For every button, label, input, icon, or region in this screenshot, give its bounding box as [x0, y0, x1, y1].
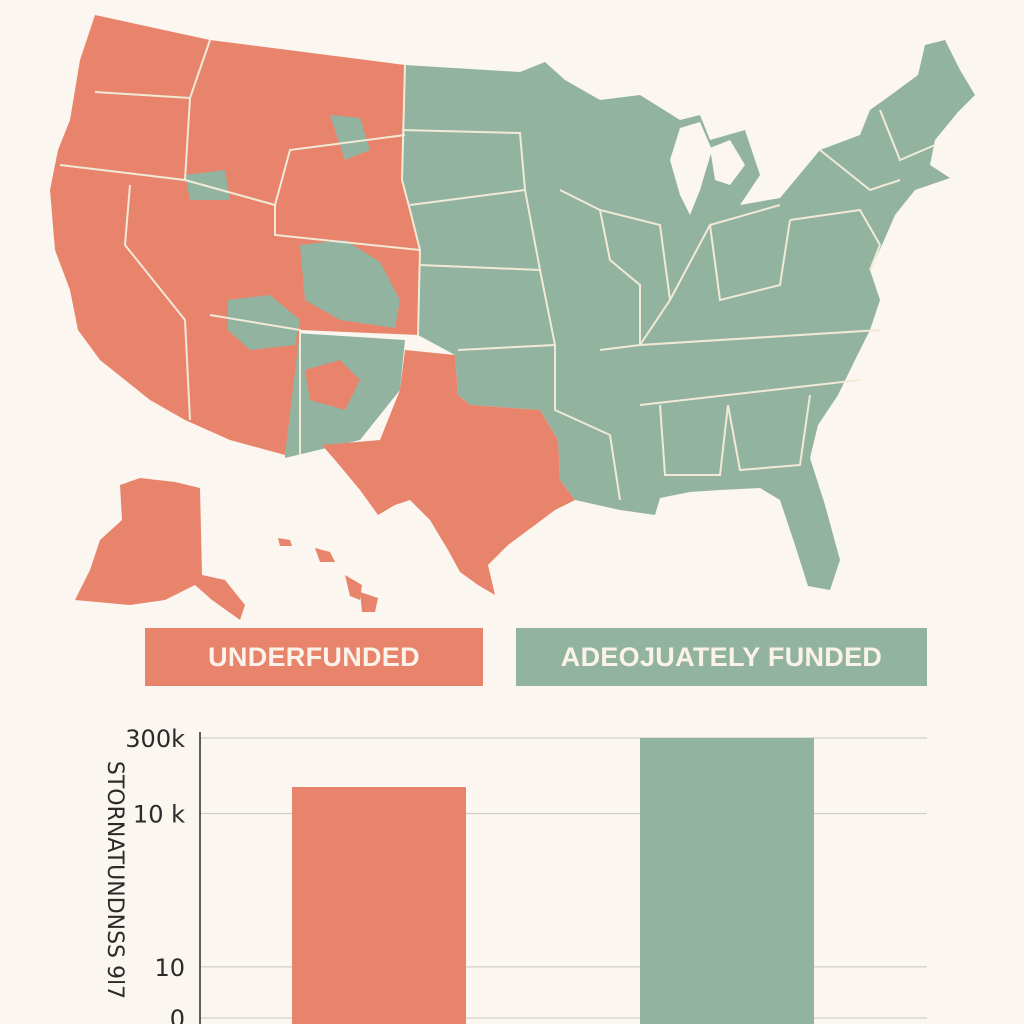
map-border-17 [639, 379, 861, 406]
map-border-20 [789, 208, 882, 271]
map-lake-michigan [670, 122, 712, 215]
y-tick-label-0: 0 [170, 1005, 185, 1024]
y-tick-label-2: 10 k [133, 801, 185, 829]
map-alaska [75, 478, 245, 620]
map-patch-3 [185, 170, 230, 200]
map-border-13 [599, 209, 672, 346]
map-hawaii-3 [345, 575, 362, 600]
map-region-underfunded-west [50, 15, 420, 455]
y-axis-label: STORNATUNDNSS 9l7 [102, 761, 127, 999]
map-border-7 [400, 64, 422, 336]
map-border-16 [709, 219, 791, 302]
map-patch-5 [305, 360, 360, 410]
y-tick-label-1: 10 [154, 954, 185, 982]
map-patch-4 [228, 295, 300, 350]
map-region-adequate [402, 40, 975, 590]
map-border-18 [659, 404, 729, 476]
map-border-8 [401, 129, 527, 206]
bar-adequately-funded [640, 738, 814, 1024]
map-border-11 [554, 345, 621, 501]
map-lake-huron [710, 140, 745, 185]
us-funding-map [50, 15, 975, 620]
legend-adequately-funded-label: ADEOJUATELY FUNDED [560, 641, 883, 672]
funding-bar-chart: 0 10 10 k 300k STORNATUNDNSS 9l7 [102, 725, 927, 1024]
map-border-14 [639, 329, 881, 346]
map-hawaii-4 [360, 592, 378, 612]
legend-underfunded-label: UNDERFUNDED [208, 641, 420, 672]
map-patch-2 [330, 115, 370, 160]
map-border-3 [123, 184, 191, 421]
legend-adequately-funded: ADEOJUATELY FUNDED [516, 628, 927, 686]
bar-underfunded [292, 787, 466, 1024]
map-border-21 [819, 149, 901, 192]
map-patch-1 [300, 240, 400, 328]
map-hawaii-2 [315, 548, 335, 562]
map-border-12 [559, 189, 641, 351]
legend-underfunded: UNDERFUNDED [145, 628, 483, 686]
map-hawaii-1 [278, 538, 292, 546]
y-tick-label-3: 300k [125, 725, 185, 753]
map-region-underfunded-texas [322, 350, 575, 595]
map-border-19 [727, 394, 811, 472]
map-border-6 [209, 314, 301, 455]
map-border-4 [184, 134, 406, 207]
map-border-22 [879, 109, 936, 162]
map-border-5 [274, 205, 421, 251]
